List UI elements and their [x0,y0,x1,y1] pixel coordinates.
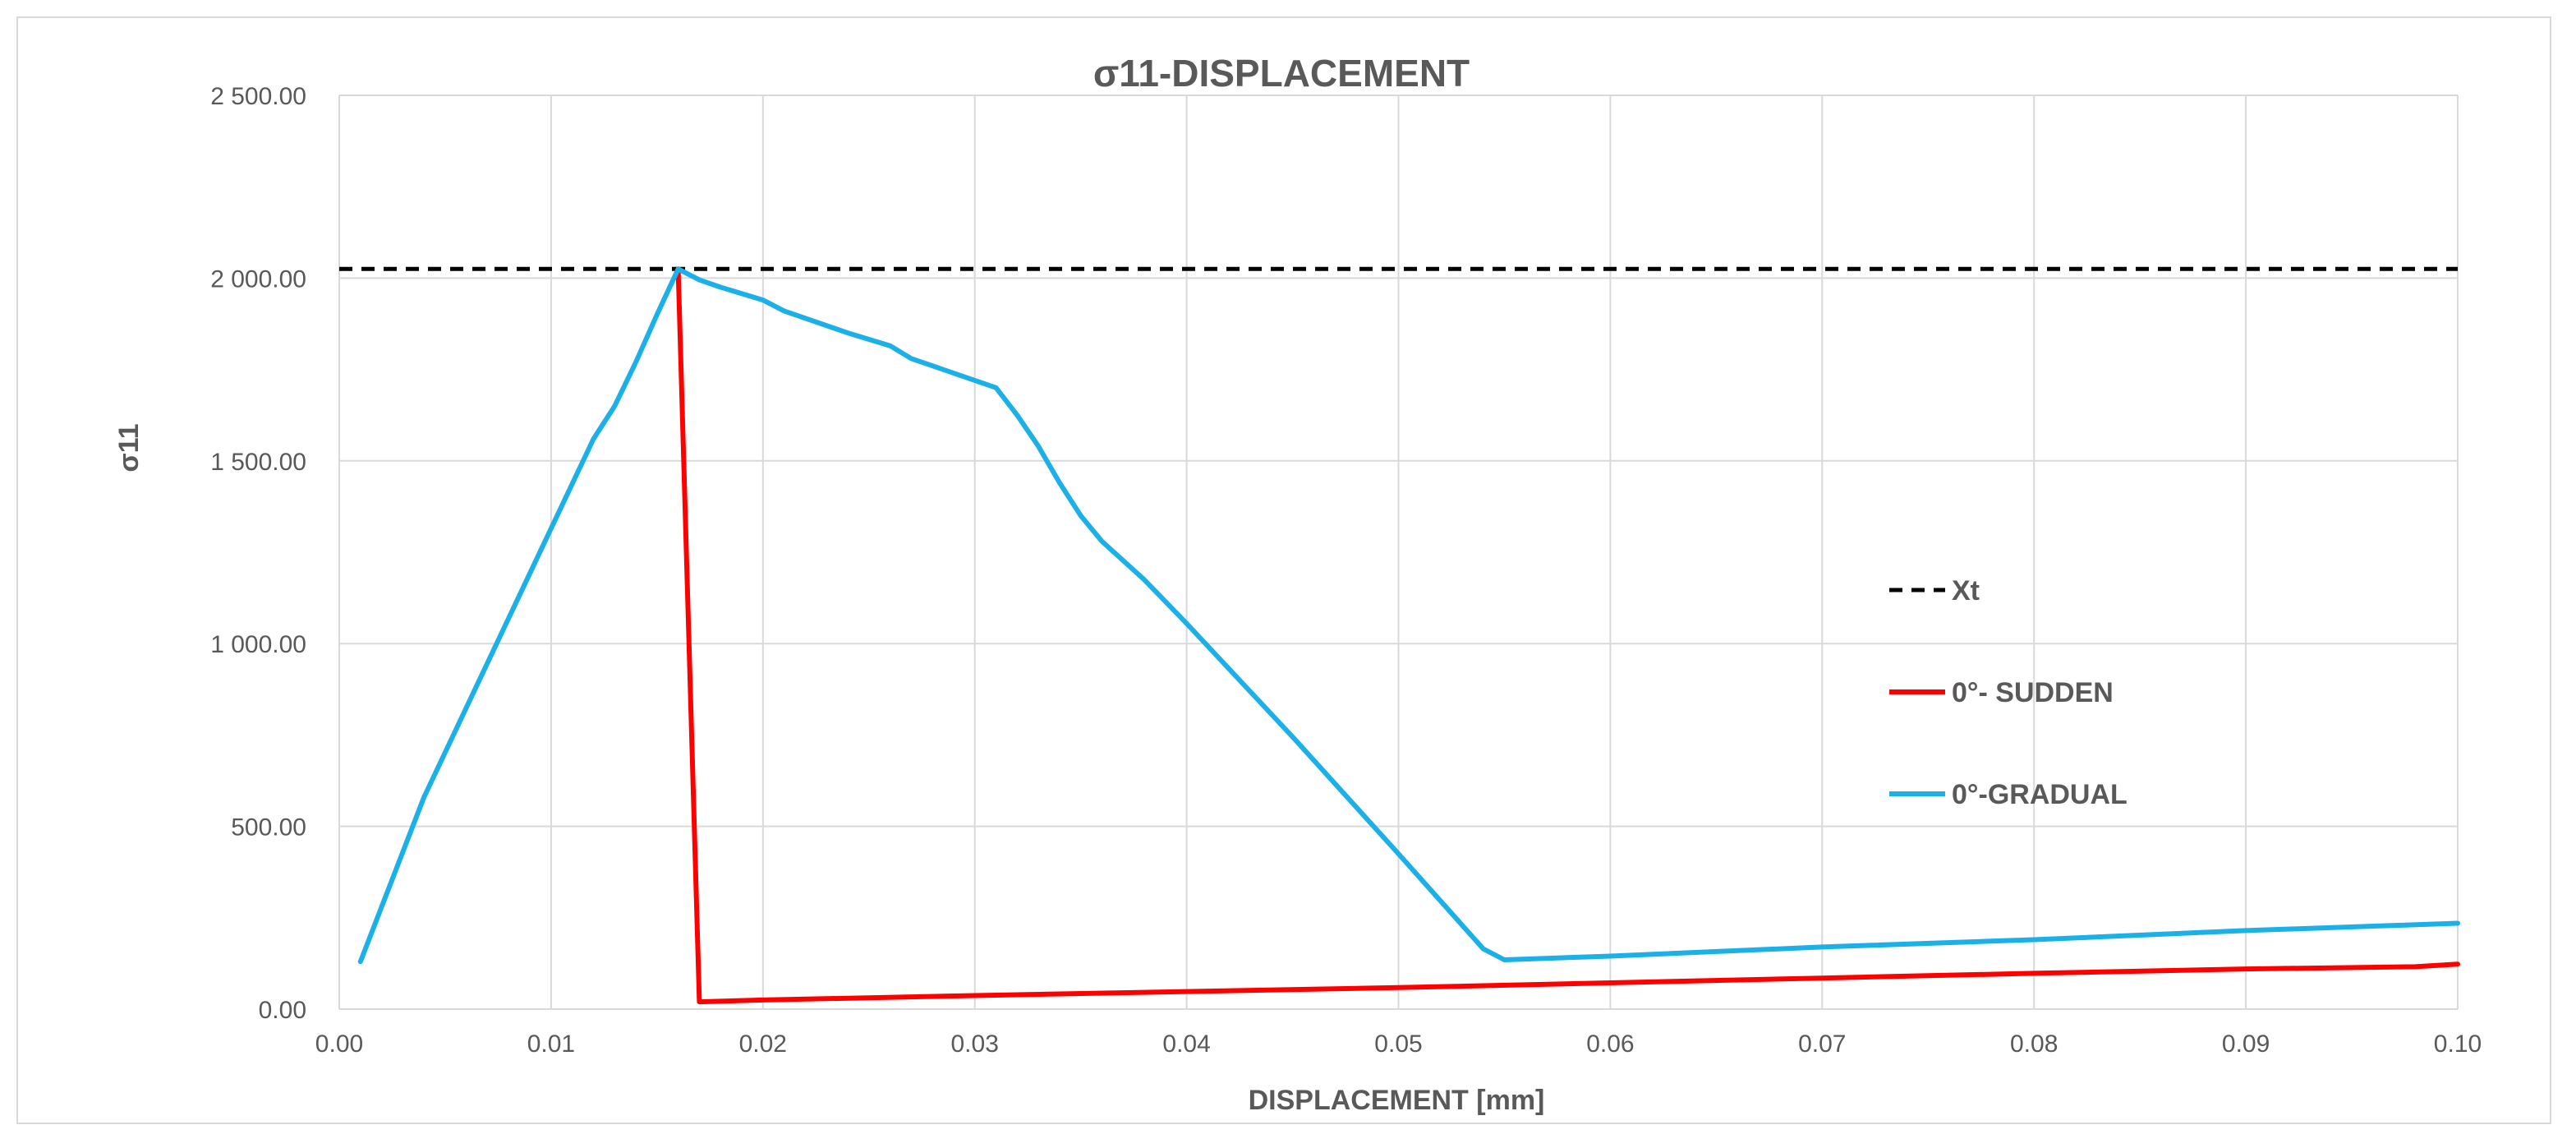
y-tick-label: 1 500.00 [210,449,306,476]
x-tick-label: 0.03 [951,1030,999,1058]
y-axis-title: σ11 [113,423,145,472]
legend-label-1: 0°- SUDDEN [1952,677,2114,708]
x-tick-label: 0.07 [1798,1030,1846,1058]
x-tick-label: 0.09 [2222,1030,2270,1058]
chart-frame [16,16,2551,1124]
x-tick-label: 0.06 [1586,1030,1634,1058]
x-tick-label: 0.05 [1374,1030,1422,1058]
legend-label-2: 0°-GRADUAL [1952,779,2128,810]
series-line-1 [675,266,2460,1005]
x-tick-label: 0.10 [2434,1030,2482,1058]
legend: Xt 0°- SUDDEN 0°-GRADUAL [1889,575,2128,810]
y-tick-label: 0.00 [259,997,306,1024]
y-tick-label: 2 000.00 [210,265,306,293]
chart-title: σ11-DISPLACEMENT [1093,52,1470,95]
y-tick-label: 500.00 [231,814,306,841]
axis-labels: 0.00 0.01 0.02 0.03 0.04 0.05 0.06 0.07 0.08 0.09… [210,83,2482,1058]
y-tick-label: 2 500.00 [210,83,306,110]
series-line-2 [357,266,2460,965]
series-lines [339,266,2460,1005]
y-tick-label: 1 000.00 [210,631,306,658]
x-tick-label: 0.08 [2010,1030,2058,1058]
x-tick-label: 0.02 [739,1030,787,1058]
x-axis-title: DISPLACEMENT [mm] [1249,1085,1545,1116]
legend-label-0: Xt [1952,575,1980,606]
x-tick-label: 0.00 [315,1030,363,1058]
grid [338,95,2459,1010]
x-tick-label: 0.01 [527,1030,575,1058]
x-tick-label: 0.04 [1162,1030,1210,1058]
